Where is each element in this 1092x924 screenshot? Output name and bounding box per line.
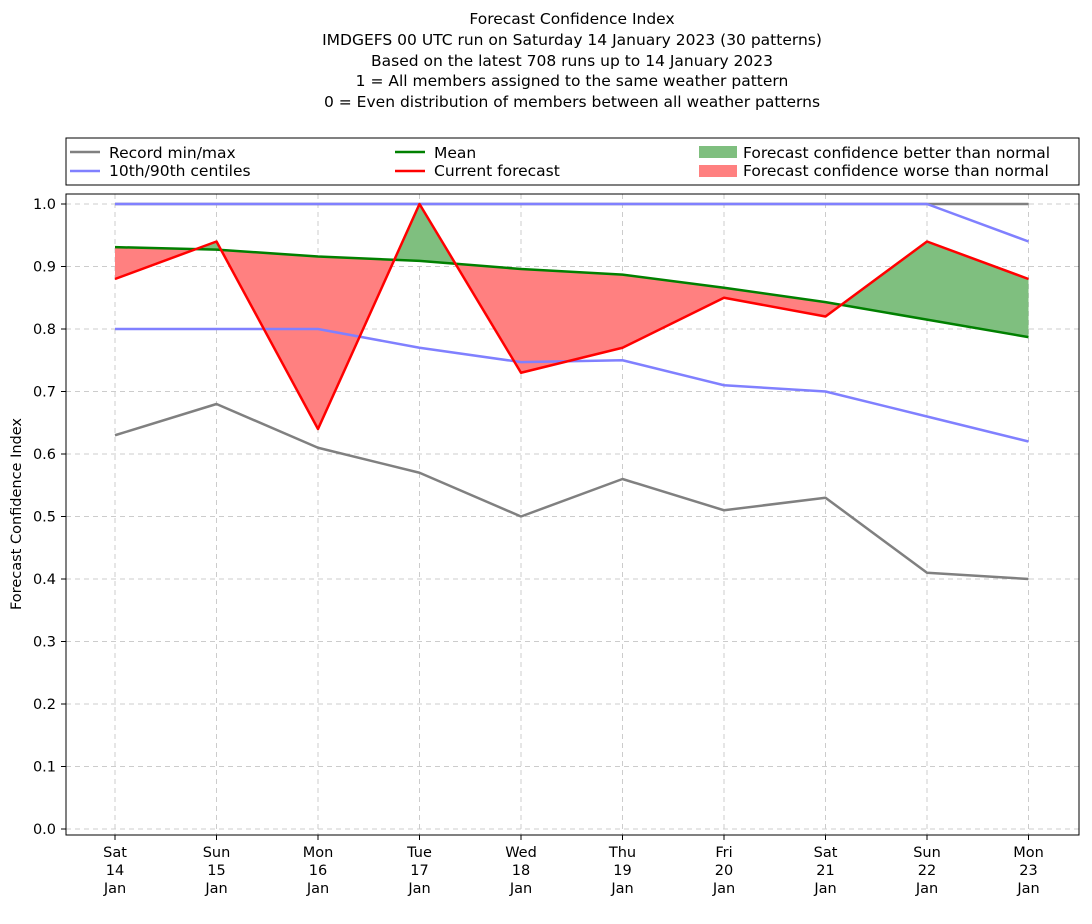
y-axis-ticks: 0.0 0.1 0.2 0.3 0.4 0.5 0.6 0.7 0.8 0.9 1.0 <box>33 197 66 838</box>
x-tick-label: Sun <box>203 845 231 861</box>
y-tick-label: 0.3 <box>33 635 56 651</box>
worse-than-normal-fill <box>521 269 623 373</box>
legend-centiles-label: 10th/90th centiles <box>109 162 251 180</box>
y-tick-label: 0.9 <box>33 260 56 276</box>
y-tick-label: 0.0 <box>33 822 56 838</box>
x-tick-label: 20 <box>715 863 733 879</box>
x-tick-label: Jan <box>915 881 938 897</box>
x-tick-label: Jan <box>306 881 329 897</box>
x-tick-label: Mon <box>1013 845 1044 861</box>
x-tick-label: Jan <box>103 881 126 897</box>
x-tick-label: Sun <box>913 845 941 861</box>
y-tick-label: 0.4 <box>33 572 56 588</box>
x-tick-label: Sat <box>814 845 838 861</box>
x-tick-label: Jan <box>1016 881 1039 897</box>
x-tick-label: 14 <box>106 863 124 879</box>
y-tick-label: 0.8 <box>33 322 56 338</box>
x-tick-label: 19 <box>613 863 631 879</box>
legend-better-label: Forecast confidence better than normal <box>743 144 1050 162</box>
title-line-4: 1 = All members assigned to the same wea… <box>356 72 789 90</box>
x-tick-label: Jan <box>407 881 430 897</box>
legend-frame <box>65 137 1080 186</box>
x-tick-label: 16 <box>309 863 327 879</box>
legend-record-label: Record min/max <box>109 144 236 162</box>
legend-mean-label: Mean <box>434 144 476 162</box>
confidence-fill-areas <box>115 204 1029 429</box>
x-tick-label: Fri <box>715 845 732 861</box>
y-tick-label: 0.7 <box>33 385 56 401</box>
worse-than-normal-fill <box>622 274 724 348</box>
x-axis-ticks: Sat 14 Jan Sun 15 Jan Mon 16 Jan Tue 17 Jan Wed 18 Jan… <box>103 835 1044 897</box>
y-axis-label: Forecast Confidence Index <box>9 418 25 610</box>
legend-better-swatch <box>699 146 737 158</box>
x-tick-label: 21 <box>816 863 834 879</box>
x-tick-label: Jan <box>610 881 633 897</box>
x-tick-label: Jan <box>712 881 735 897</box>
y-tick-label: 0.1 <box>33 760 56 776</box>
current-forecast-line <box>114 202 1029 431</box>
x-tick-label: Wed <box>505 845 537 861</box>
title-line-2: IMDGEFS 00 UTC run on Saturday 14 Januar… <box>322 31 822 49</box>
x-tick-label: 17 <box>410 863 428 879</box>
y-tick-label: 0.5 <box>33 510 56 526</box>
x-tick-label: 23 <box>1019 863 1037 879</box>
title-line-1: Forecast Confidence Index <box>469 10 674 28</box>
better-than-normal-fill <box>927 241 1029 338</box>
x-tick-label: Jan <box>509 881 532 897</box>
y-tick-label: 0.2 <box>33 697 56 713</box>
y-tick-label: 0.6 <box>33 447 56 463</box>
worse-than-normal-fill <box>724 287 826 317</box>
record-min-line <box>114 402 1029 581</box>
y-tick-label: 1.0 <box>33 197 56 213</box>
title-line-5: 0 = Even distribution of members between… <box>324 93 820 111</box>
x-tick-label: Jan <box>813 881 836 897</box>
mean-line <box>114 245 1029 339</box>
x-tick-label: Tue <box>406 845 432 861</box>
plot-frame <box>65 193 1080 836</box>
legend-worse-label: Forecast confidence worse than normal <box>743 162 1049 180</box>
x-tick-label: 22 <box>918 863 936 879</box>
centile-90-line <box>115 202 1029 243</box>
x-tick-label: Thu <box>608 845 636 861</box>
title-line-3: Based on the latest 708 runs up to 14 Ja… <box>371 52 773 70</box>
legend-current-label: Current forecast <box>434 162 560 180</box>
legend: Record min/max 10th/90th centiles Mean C… <box>65 137 1080 186</box>
chart-title: Forecast Confidence Index IMDGEFS 00 UTC… <box>322 10 822 111</box>
legend-worse-swatch <box>699 165 737 177</box>
series-lines <box>114 202 1029 581</box>
x-tick-label: Mon <box>303 845 334 861</box>
x-tick-label: Jan <box>204 881 227 897</box>
x-tick-label: 18 <box>512 863 530 879</box>
better-than-normal-fill <box>841 241 927 320</box>
x-tick-label: 15 <box>207 863 225 879</box>
x-tick-label: Sat <box>103 845 127 861</box>
